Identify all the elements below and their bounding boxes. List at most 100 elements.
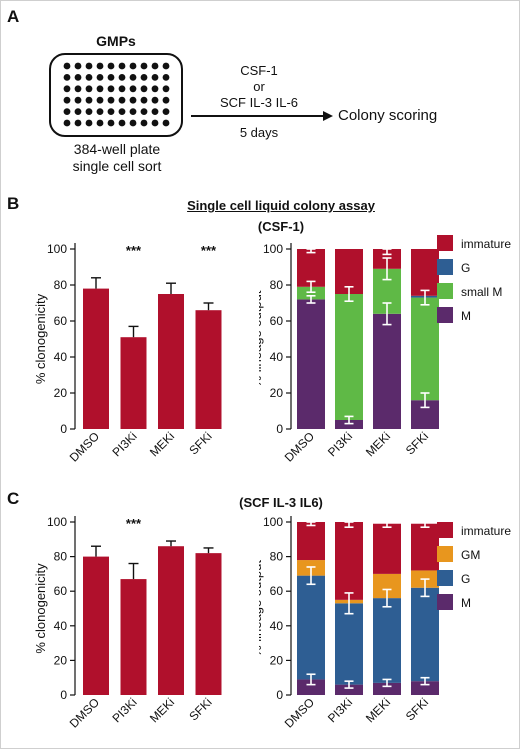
stack-segment-small-M xyxy=(297,286,325,300)
chart-c-clonogenicity: 0 20 40 60 80 100 % clonogenicity *** DMSO PI3Ki M… xyxy=(33,515,222,731)
well-dot xyxy=(74,74,82,81)
y-tick-label: 0 xyxy=(276,422,283,436)
well-dot xyxy=(162,85,170,93)
well-dot xyxy=(151,62,159,70)
well-dot xyxy=(107,85,115,93)
well-dot xyxy=(74,85,82,93)
well-dot xyxy=(151,74,159,81)
bar xyxy=(83,288,109,429)
panel-label-c: C xyxy=(7,489,20,508)
well-dot xyxy=(162,96,170,104)
legend-swatch xyxy=(437,307,453,323)
x-category-label: SFKi xyxy=(186,429,214,457)
condition-label-c: (SCF IL-3 IL6) xyxy=(239,495,323,510)
x-category-label: DMSO xyxy=(67,695,102,730)
stack-segment-M xyxy=(297,679,325,695)
well-dot xyxy=(151,108,159,115)
well-dot xyxy=(85,119,93,127)
well-dot xyxy=(85,85,93,93)
well-dot xyxy=(140,74,148,81)
legend-label: G xyxy=(461,572,470,586)
y-tick-label: 40 xyxy=(270,350,284,364)
well-dot xyxy=(63,96,71,104)
stack-segment-M xyxy=(335,420,363,429)
legend-swatch xyxy=(437,235,453,251)
legend-swatch xyxy=(437,570,453,586)
stack-segment-M xyxy=(335,684,363,695)
y-tick-label: 0 xyxy=(60,688,67,702)
bar xyxy=(195,310,222,429)
y-tick-label: 20 xyxy=(270,386,284,400)
arrow-label-line2: or xyxy=(253,79,265,94)
stack-segment-small-M xyxy=(411,297,439,401)
chart-c-lineage: 0 20 40 60 80 100 % lineage output DMSO PI3Ki MEK… xyxy=(259,515,511,731)
well-dot xyxy=(96,119,104,127)
plate-caption-line1: 384-well plate xyxy=(73,141,161,157)
well-dot xyxy=(118,74,126,81)
process-arrow xyxy=(191,111,333,121)
legend-label: M xyxy=(461,596,471,610)
bar xyxy=(195,553,222,695)
bar xyxy=(158,546,184,695)
well-dot xyxy=(140,62,148,70)
well-dot xyxy=(85,108,93,115)
y-tick-label: 20 xyxy=(54,653,68,667)
stack-segment-M xyxy=(411,681,439,695)
well-dot xyxy=(118,85,126,93)
stack-segment-G xyxy=(411,587,439,682)
assay-title: Single cell liquid colony assay xyxy=(187,198,375,213)
significance-marker: *** xyxy=(126,243,142,258)
well-dot xyxy=(96,85,104,93)
y-tick-label: 60 xyxy=(54,314,68,328)
x-category-label: MEKi xyxy=(147,429,177,459)
y-tick-label: 60 xyxy=(270,314,284,328)
x-category-label: DMSO xyxy=(67,429,102,464)
y-tick-label: 100 xyxy=(263,515,283,529)
stack-segment-M xyxy=(373,682,401,695)
y-axis-label: % lineage output xyxy=(259,290,264,387)
arrow-duration: 5 days xyxy=(239,125,279,140)
y-tick-label: 80 xyxy=(54,278,68,292)
well-dot xyxy=(140,85,148,93)
well-plate xyxy=(49,53,183,137)
well-dot xyxy=(74,62,82,70)
y-tick-label: 100 xyxy=(263,242,283,256)
well-dot xyxy=(74,119,82,127)
well-dot xyxy=(63,108,71,115)
y-tick-label: 40 xyxy=(54,350,68,364)
well-dot xyxy=(118,119,126,127)
well-dot xyxy=(129,74,137,81)
well-dot xyxy=(118,96,126,104)
well-dot xyxy=(151,85,159,93)
x-category-label: MEKi xyxy=(363,695,393,725)
stack-segment-small-M xyxy=(335,294,363,420)
bar xyxy=(120,579,147,695)
plate-caption-line2: single cell sort xyxy=(72,158,162,174)
x-category-label: PI3Ki xyxy=(325,429,355,459)
x-category-label: SFKi xyxy=(403,429,431,457)
y-tick-label: 100 xyxy=(47,242,67,256)
y-axis-label: % clonogenicity xyxy=(33,293,48,384)
well-dot xyxy=(107,119,115,127)
well-dot xyxy=(85,96,93,104)
well-dot xyxy=(63,85,71,93)
well-dot xyxy=(140,108,148,115)
well-dot xyxy=(63,62,71,70)
well-dot xyxy=(162,62,170,70)
x-category-label: PI3Ki xyxy=(109,429,139,459)
x-category-label: PI3Ki xyxy=(109,695,139,725)
chart-b-clonogenicity: 0 20 40 60 80 100 % clonogenicity *** *** DMSO PI3… xyxy=(33,242,222,465)
stack-segment-immature xyxy=(411,249,439,296)
y-tick-label: 60 xyxy=(270,584,284,598)
y-tick-label: 80 xyxy=(54,550,68,564)
arrow-label-line1: CSF-1 xyxy=(240,63,278,78)
legend-swatch xyxy=(437,259,453,275)
x-category-label: DMSO xyxy=(282,695,317,730)
legend-swatch xyxy=(437,522,453,538)
well-dot xyxy=(85,74,93,81)
well-dot xyxy=(85,62,93,70)
well-dot xyxy=(151,96,159,104)
bar xyxy=(120,337,147,429)
y-tick-label: 20 xyxy=(270,653,284,667)
well-dot xyxy=(74,108,82,115)
